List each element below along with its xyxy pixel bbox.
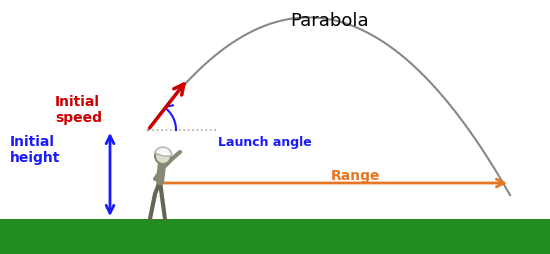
Text: Initial
height: Initial height <box>10 135 60 165</box>
Text: Range: Range <box>330 169 380 183</box>
Text: Parabola: Parabola <box>291 12 369 30</box>
Wedge shape <box>155 147 172 156</box>
Text: Initial
speed: Initial speed <box>55 95 102 125</box>
Text: Launch angle: Launch angle <box>218 136 312 149</box>
Circle shape <box>155 148 171 164</box>
Bar <box>0 219 550 254</box>
